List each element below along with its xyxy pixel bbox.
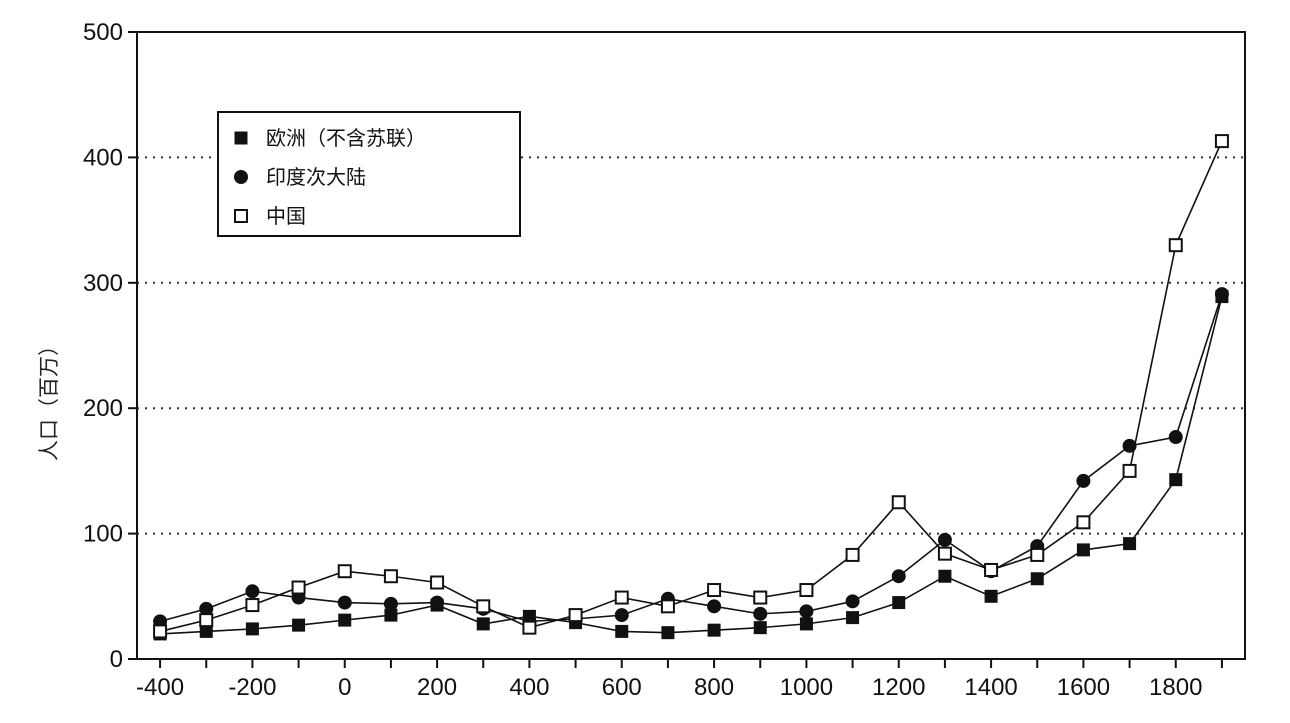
data-point-china	[291, 580, 306, 595]
data-point-europe	[707, 623, 721, 637]
data-point-china	[753, 590, 768, 605]
legend-label-china: 中国	[266, 204, 306, 228]
legend-marker-india	[234, 170, 248, 184]
legend-box	[217, 111, 521, 237]
data-point-india	[799, 604, 814, 619]
series-line-india	[159, 293, 1223, 623]
y-tick-label: 200	[83, 395, 123, 422]
data-point-europe	[1169, 473, 1183, 487]
data-point-china	[937, 546, 952, 561]
data-point-india	[1122, 438, 1137, 453]
data-point-europe	[1123, 537, 1137, 551]
data-point-china	[614, 590, 629, 605]
data-point-europe	[384, 608, 398, 622]
series-line-europe	[160, 296, 1223, 635]
data-point-europe	[338, 613, 352, 627]
data-point-europe	[1076, 543, 1090, 557]
data-point-india	[383, 596, 398, 611]
data-point-china	[383, 569, 398, 584]
data-point-india	[753, 606, 768, 621]
legend-label-india: 印度次大陆	[266, 165, 366, 189]
data-point-india	[891, 569, 906, 584]
legend-marker-europe	[234, 131, 248, 145]
y-axis-ticks: 0 100 200 300 400 500	[83, 19, 137, 673]
data-point-europe	[292, 618, 306, 632]
data-point-india	[1076, 473, 1091, 488]
data-point-europe	[245, 622, 259, 636]
x-tick-label: 800	[694, 674, 734, 701]
data-point-europe	[938, 569, 952, 583]
x-tick-label: -200	[228, 674, 276, 701]
x-axis-ticks: -400 -200 0 200 400 600 800 1000 1200 1400 1600 180…	[136, 659, 1223, 701]
data-point-europe	[1030, 572, 1044, 586]
x-tick-label: 600	[602, 674, 642, 701]
x-tick-label: 0	[338, 674, 351, 701]
data-point-europe	[799, 617, 813, 631]
y-tick-label: 0	[110, 646, 123, 673]
y-tick-label: 100	[83, 521, 123, 548]
data-point-india	[245, 584, 260, 599]
data-point-china	[707, 583, 722, 598]
data-point-india	[1214, 287, 1229, 302]
series-markers	[153, 134, 1229, 641]
y-tick-label: 300	[83, 270, 123, 297]
data-point-china	[1076, 515, 1091, 530]
data-point-china	[845, 547, 860, 562]
data-point-india	[614, 608, 629, 623]
data-point-china	[1168, 238, 1183, 253]
data-point-india	[845, 594, 860, 609]
data-point-europe	[476, 617, 490, 631]
data-point-china	[476, 599, 491, 614]
data-point-india	[337, 595, 352, 610]
x-tick-label: 1400	[964, 674, 1017, 701]
legend-marker-china	[234, 209, 248, 223]
data-point-china	[1122, 463, 1137, 478]
x-tick-label: 1000	[780, 674, 833, 701]
x-tick-label: 200	[417, 674, 457, 701]
plot-frame	[136, 31, 1246, 660]
data-point-china	[245, 598, 260, 613]
data-point-europe	[753, 621, 767, 635]
data-point-china	[799, 583, 814, 598]
y-tick-label: 500	[83, 19, 123, 46]
data-point-india	[430, 595, 445, 610]
data-point-china	[522, 620, 537, 635]
data-point-china	[153, 624, 168, 639]
x-tick-label: 1200	[872, 674, 925, 701]
data-point-india	[1168, 430, 1183, 445]
series-lines	[159, 140, 1223, 635]
y-axis-title: 人口（百万）	[37, 335, 61, 461]
data-point-europe	[892, 596, 906, 610]
data-point-india	[937, 532, 952, 547]
x-tick-label: 1800	[1149, 674, 1202, 701]
data-point-india	[707, 599, 722, 614]
data-point-china	[1030, 547, 1045, 562]
data-point-china	[568, 608, 583, 623]
data-point-china	[430, 575, 445, 590]
data-point-europe	[199, 624, 213, 638]
series-line-china	[159, 140, 1223, 633]
data-point-china	[1214, 134, 1229, 149]
data-point-europe	[846, 611, 860, 625]
x-tick-label: 400	[509, 674, 549, 701]
y-tick-label: 400	[83, 144, 123, 171]
x-tick-label: 1600	[1057, 674, 1110, 701]
data-point-china	[337, 564, 352, 579]
data-point-china	[984, 562, 999, 577]
data-point-china	[199, 613, 214, 628]
data-point-europe	[615, 624, 629, 638]
legend-label-europe: 欧洲（不含苏联）	[266, 126, 426, 150]
data-point-china	[660, 599, 675, 614]
data-point-europe	[984, 589, 998, 603]
x-tick-label: -400	[136, 674, 184, 701]
data-point-europe	[661, 626, 675, 640]
data-point-china	[891, 495, 906, 510]
